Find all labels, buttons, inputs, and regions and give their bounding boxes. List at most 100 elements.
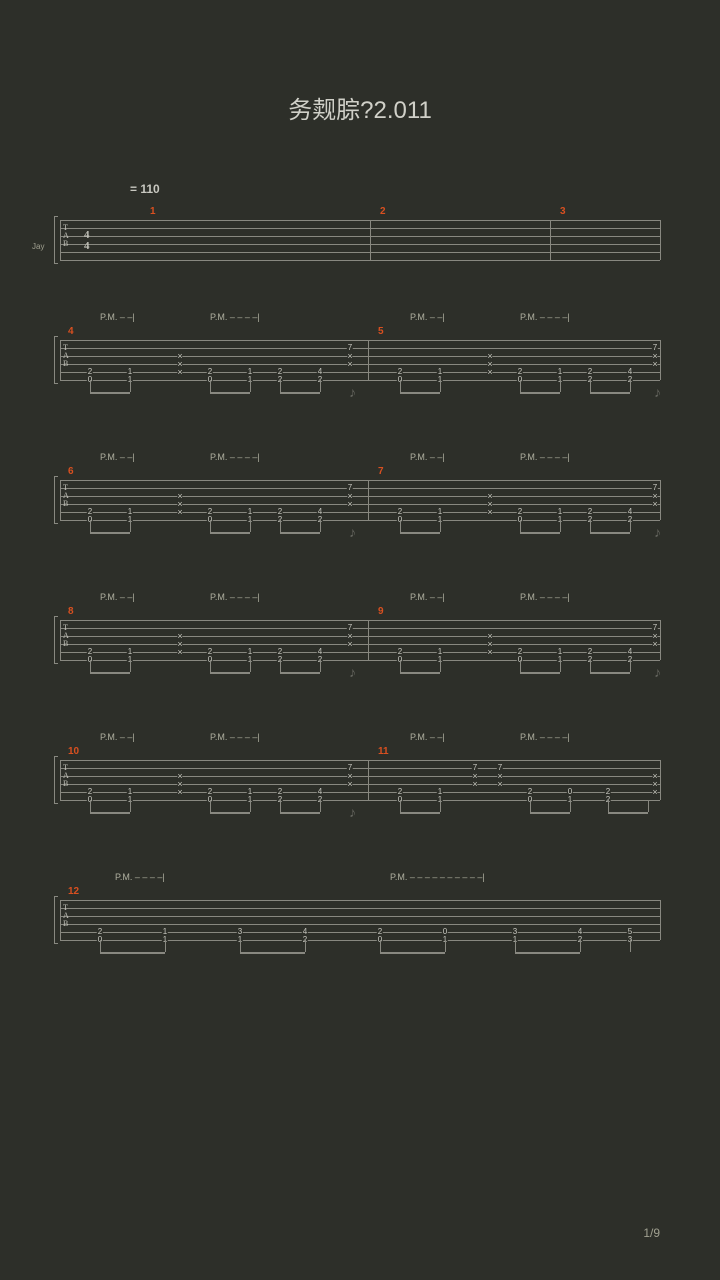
palm-mute-marking: P.M. – –| [100,592,135,602]
mute-mark: × [652,360,657,368]
barline [660,620,661,660]
tab-string [60,784,660,785]
barline [660,760,661,800]
barline [60,900,61,940]
tab-clef: TAB [63,344,69,368]
note-stem [320,520,321,532]
note-stem [240,940,241,952]
barline [60,220,61,260]
note-stem [90,520,91,532]
note-stem [100,940,101,952]
note-beam [240,952,305,954]
note-stem [90,660,91,672]
tab-string [60,652,660,653]
tab-string [60,356,660,357]
note-stem [560,380,561,392]
tab-string [60,768,660,769]
tab-string [60,900,660,901]
tab-string [60,260,660,261]
tab-string [60,228,660,229]
note-flag: ♪ [349,664,356,680]
bar-number: 11 [378,746,389,757]
note-beam [608,812,648,814]
tab-string [60,916,660,917]
note-beam [590,532,630,534]
tab-string [60,924,660,925]
palm-mute-marking: P.M. – – – –| [520,312,570,322]
bar-number: 9 [378,606,384,617]
bar-number: 1 [150,206,156,217]
tab-string [60,504,660,505]
note-stem [570,800,571,812]
note-stem [210,380,211,392]
note-stem [440,520,441,532]
note-beam [90,392,130,394]
tab-string [60,372,660,373]
palm-mute-marking: P.M. – – – –| [520,452,570,462]
note-beam [90,532,130,534]
barline [60,760,61,800]
palm-mute-marking: P.M. – –| [100,732,135,742]
note-beam [280,392,320,394]
mute-mark: × [487,648,492,656]
note-stem [560,660,561,672]
barline [60,340,61,380]
note-beam [590,672,630,674]
system-bracket [54,756,58,804]
mute-mark: × [652,640,657,648]
note-beam [400,672,440,674]
note-stem [630,520,631,532]
tab-string [60,480,660,481]
note-stem [305,940,306,952]
note-beam [400,532,440,534]
barline [550,220,551,260]
palm-mute-marking: P.M. – –| [410,312,445,322]
note-stem [280,380,281,392]
note-stem [590,380,591,392]
note-stem [445,940,446,952]
palm-mute-marking: P.M. – – – –| [210,592,260,602]
tab-string [60,940,660,941]
tab-string [60,636,660,637]
note-stem [90,800,91,812]
note-stem [165,940,166,952]
note-stem [520,520,521,532]
tab-clef: TAB [63,484,69,508]
mute-mark: × [487,368,492,376]
note-beam [380,952,445,954]
note-stem [590,660,591,672]
note-beam [280,672,320,674]
note-beam [210,392,250,394]
note-stem [400,520,401,532]
note-flag: ♪ [654,664,661,680]
note-stem [130,380,131,392]
note-stem [630,660,631,672]
note-stem [400,380,401,392]
tab-string [60,932,660,933]
system-bracket [54,336,58,384]
note-beam [90,812,130,814]
note-beam [520,392,560,394]
note-beam [400,812,440,814]
note-stem [515,940,516,952]
tab-clef: TAB [63,904,69,928]
palm-mute-marking: P.M. – – – –| [520,592,570,602]
tab-string [60,340,660,341]
note-stem [648,800,649,812]
tab-string [60,488,660,489]
palm-mute-marking: P.M. – – – –| [210,452,260,462]
note-flag: ♪ [349,804,356,820]
tab-string [60,908,660,909]
tab-string [60,760,660,761]
note-beam [280,532,320,534]
note-stem [608,800,609,812]
note-stem [210,520,211,532]
tab-string [60,520,660,521]
note-stem [130,520,131,532]
system-bracket [54,896,58,944]
tab-string [60,628,660,629]
note-beam [100,952,165,954]
note-stem [280,660,281,672]
barline [370,220,371,260]
note-beam [210,672,250,674]
